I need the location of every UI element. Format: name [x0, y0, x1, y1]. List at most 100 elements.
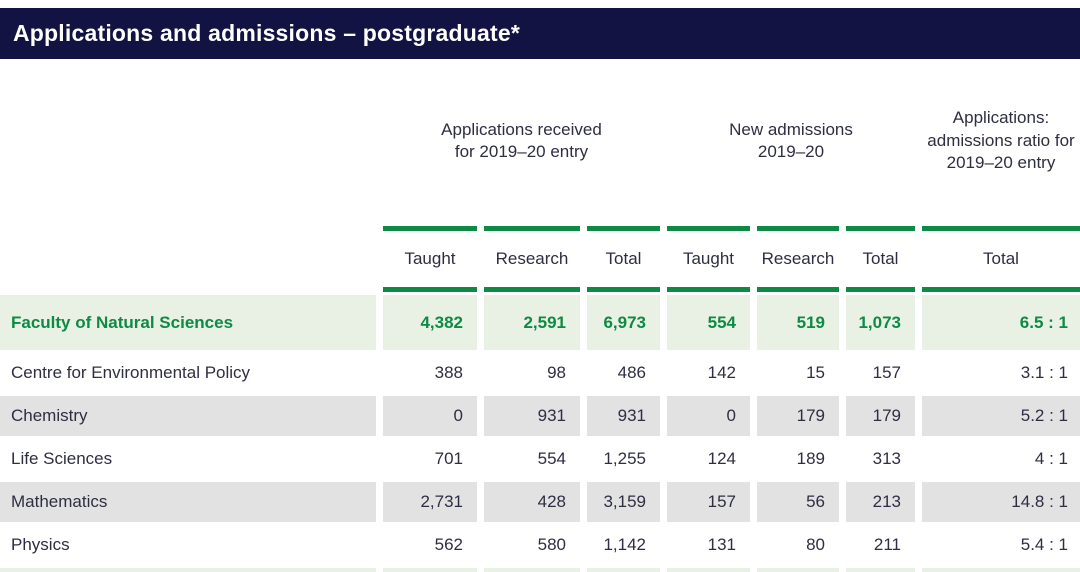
value-cell: 56 — [757, 482, 839, 522]
value-cell: 179 — [846, 396, 915, 436]
rule-segment — [587, 226, 660, 231]
page-title: Applications and admissions – postgradua… — [13, 20, 521, 46]
value-cell: 14.8 : 1 — [922, 482, 1080, 522]
partial-cell — [484, 568, 580, 572]
value-cell: 3.1 : 1 — [1020, 363, 1068, 382]
partial-cell — [667, 568, 750, 572]
row-label: Life Sciences — [11, 449, 113, 468]
table-row: Life Sciences 701 554 1,255 124 189 313 4 : 1 — [0, 439, 1080, 479]
value-cell: 701 — [434, 449, 463, 468]
column-header-taught: Taught — [682, 249, 735, 268]
value-cell: 580 — [537, 535, 566, 554]
value-cell: 554 — [667, 295, 750, 350]
column-header-research: Research — [495, 249, 569, 268]
row-label: Centre for Environmental Policy — [11, 363, 251, 382]
rule-segment — [667, 287, 750, 292]
rule-spacer — [0, 287, 376, 292]
table-row: Physics 562 580 1,142 131 80 211 5.4 : 1 — [0, 525, 1080, 565]
column-group-label: New admissions 2019–20 — [729, 119, 853, 161]
value-cell: 6.5 : 1 — [922, 295, 1080, 350]
rule-segment — [484, 287, 580, 292]
partial-next-row — [0, 568, 1080, 572]
value-cell: 142 — [707, 363, 736, 382]
green-rule-top — [0, 226, 1080, 231]
value-cell: 80 — [806, 535, 825, 554]
row-label: Physics — [11, 535, 70, 554]
rule-segment — [922, 287, 1080, 292]
row-label: Faculty of Natural Sciences — [0, 295, 376, 350]
rule-segment — [846, 287, 915, 292]
value-cell: 1,142 — [603, 535, 646, 554]
title-bar: Applications and admissions – postgradua… — [0, 8, 1080, 59]
table-row: Faculty of Natural Sciences 4,382 2,591 6,9… — [0, 295, 1080, 350]
value-cell: 4,382 — [383, 295, 477, 350]
rule-segment — [757, 287, 839, 292]
row-label: Chemistry — [0, 396, 376, 436]
value-cell: 98 — [547, 363, 566, 382]
value-cell: 0 — [383, 396, 477, 436]
value-cell: 4 : 1 — [1034, 449, 1068, 468]
value-cell: 3,159 — [587, 482, 660, 522]
column-group-ratio: Applications: admissions ratio for 2019–… — [922, 59, 1080, 223]
partial-cell — [757, 568, 839, 572]
value-cell: 131 — [707, 535, 736, 554]
partial-cell — [922, 568, 1080, 572]
value-cell: 388 — [434, 363, 463, 382]
partial-cell — [846, 568, 915, 572]
rule-segment — [383, 287, 477, 292]
value-cell: 5.2 : 1 — [922, 396, 1080, 436]
value-cell: 931 — [587, 396, 660, 436]
column-group-header-row: Applications received for 2019–20 entry … — [0, 59, 1080, 223]
value-cell: 1,073 — [846, 295, 915, 350]
rule-segment — [667, 226, 750, 231]
group-header-spacer — [0, 59, 376, 223]
value-cell: 189 — [796, 449, 825, 468]
value-cell: 931 — [484, 396, 580, 436]
value-cell: 2,591 — [484, 295, 580, 350]
row-label: Mathematics — [0, 482, 376, 522]
value-cell: 157 — [872, 363, 901, 382]
value-cell: 179 — [757, 396, 839, 436]
value-cell: 15 — [806, 363, 825, 382]
value-cell: 519 — [757, 295, 839, 350]
column-header-research: Research — [761, 249, 835, 268]
value-cell: 2,731 — [383, 482, 477, 522]
column-group-label: Applications: admissions ratio for 2019–… — [927, 108, 1075, 173]
green-rule-bottom — [0, 287, 1080, 292]
column-group-applications-received: Applications received for 2019–20 entry — [383, 59, 660, 223]
value-cell: 554 — [537, 449, 566, 468]
table-row: Centre for Environmental Policy 388 98 486 1… — [0, 353, 1080, 393]
table-body: Faculty of Natural Sciences 4,382 2,591 6,9… — [0, 295, 1080, 565]
admissions-table: Applications received for 2019–20 entry … — [0, 59, 1080, 572]
column-group-new-admissions: New admissions 2019–20 — [667, 59, 915, 223]
value-cell: 6,973 — [587, 295, 660, 350]
partial-cell — [587, 568, 660, 572]
rule-segment — [383, 226, 477, 231]
value-cell: 1,255 — [603, 449, 646, 468]
value-cell: 5.4 : 1 — [1020, 535, 1068, 554]
table-row: Mathematics 2,731 428 3,159 157 56 213 14.8 : 1 — [0, 482, 1080, 522]
rule-segment — [587, 287, 660, 292]
value-cell: 486 — [617, 363, 646, 382]
rule-segment — [922, 226, 1080, 231]
subheader-spacer — [0, 234, 376, 284]
value-cell: 124 — [707, 449, 736, 468]
rule-spacer — [0, 226, 376, 231]
column-header-ratio-total: Total — [983, 249, 1019, 268]
value-cell: 213 — [846, 482, 915, 522]
partial-cell — [0, 568, 376, 572]
rule-segment — [484, 226, 580, 231]
value-cell: 0 — [667, 396, 750, 436]
partial-cell — [383, 568, 477, 572]
column-header-taught: Taught — [404, 249, 456, 268]
value-cell: 211 — [873, 535, 901, 554]
value-cell: 157 — [667, 482, 750, 522]
rule-segment — [757, 226, 839, 231]
column-group-label: Applications received for 2019–20 entry — [441, 119, 602, 161]
column-header-total: Total — [862, 249, 899, 268]
value-cell: 313 — [872, 449, 901, 468]
column-header-total: Total — [605, 249, 642, 268]
column-header-row: Taught Research Total Taught Research To… — [0, 234, 1080, 284]
table-row: Chemistry 0 931 931 0 179 179 5.2 : 1 — [0, 396, 1080, 436]
value-cell: 428 — [484, 482, 580, 522]
